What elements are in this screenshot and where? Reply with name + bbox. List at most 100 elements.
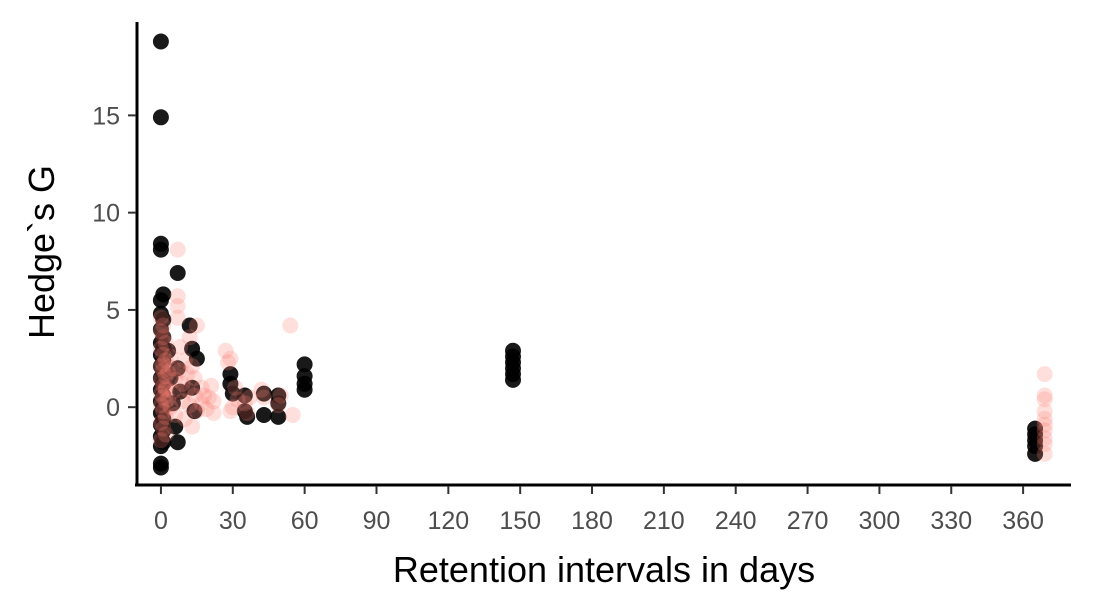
point-group_b-52 — [188, 317, 205, 334]
point-group_b-0 — [152, 309, 169, 326]
point-group_b-47 — [181, 397, 198, 414]
point-group_b-50 — [186, 370, 203, 386]
point-group_b-66 — [224, 399, 241, 416]
point-group_b-82 — [1036, 410, 1053, 427]
y-tick-label-15: 15 — [92, 102, 120, 130]
y-tick-label-10: 10 — [92, 200, 120, 228]
point-group_b-23 — [152, 432, 169, 449]
point-group_b-48 — [184, 358, 201, 375]
point-group_a-37 — [169, 360, 186, 377]
point-group_a-33 — [164, 395, 181, 412]
point-group_b-38 — [172, 338, 189, 355]
point-group_b-37 — [169, 309, 186, 326]
point-group_b-59 — [203, 377, 220, 394]
point-group_a-50 — [255, 385, 272, 402]
point-group_b-67 — [227, 379, 244, 396]
point-group_b-3 — [155, 329, 172, 346]
point-group_b-20 — [152, 414, 169, 431]
point-group_b-46 — [181, 329, 198, 346]
point-group_b-5 — [152, 340, 169, 357]
point-group_b-33 — [167, 407, 184, 423]
point-group_b-9 — [155, 362, 172, 379]
point-group_b-36 — [169, 298, 186, 314]
point-group_b-31 — [164, 383, 181, 400]
point-group_b-69 — [236, 395, 253, 412]
point-group_b-13 — [157, 381, 174, 398]
point-group_b-12 — [155, 377, 172, 394]
point-group_a-35 — [169, 434, 186, 451]
point-group_b-6 — [155, 346, 172, 363]
point-group_b-26 — [160, 391, 177, 408]
point-group_b-70 — [239, 405, 256, 421]
point-group_a-47 — [236, 387, 253, 404]
point-group_b-68 — [229, 391, 246, 408]
x-tick-label-0: 0 — [154, 507, 168, 535]
point-group_a-0 — [152, 33, 169, 50]
point-group_b-58 — [200, 389, 217, 406]
points-layer — [152, 33, 1053, 476]
x-tick-label-270: 270 — [787, 507, 829, 535]
point-group_a-64 — [505, 371, 521, 388]
point-group_b-72 — [253, 381, 270, 398]
point-group_b-60 — [205, 393, 222, 410]
point-group_b-49 — [184, 418, 201, 435]
point-group_b-85 — [1036, 430, 1053, 447]
point-group_b-18 — [155, 403, 172, 420]
point-group_b-86 — [1036, 436, 1053, 453]
point-group_b-77 — [284, 407, 301, 423]
point-group_b-35 — [169, 288, 186, 305]
point-group_b-27 — [160, 364, 177, 381]
point-group_b-17 — [152, 397, 169, 414]
point-group_b-64 — [222, 350, 239, 367]
point-group_a-42 — [186, 403, 203, 420]
point-group_b-2 — [152, 323, 169, 340]
x-tick-label-300: 300 — [859, 507, 901, 535]
point-group_b-80 — [1036, 391, 1053, 408]
point-group_a-31 — [160, 342, 177, 359]
y-axis-title: Hedge`s G — [21, 165, 62, 339]
point-group_a-55 — [296, 356, 313, 373]
point-group_a-38 — [172, 383, 189, 400]
x-tick-label-90: 90 — [363, 507, 391, 535]
point-group_a-3 — [152, 241, 169, 258]
point-group_a-5 — [152, 292, 169, 309]
point-group_a-1 — [152, 109, 169, 126]
point-group_a-49 — [239, 408, 256, 425]
point-group_a-34 — [167, 418, 184, 435]
point-group_b-84 — [1036, 422, 1053, 439]
point-group_b-42 — [176, 352, 193, 369]
point-group_b-61 — [205, 405, 222, 421]
point-group_b-43 — [176, 410, 193, 427]
point-group_b-54 — [193, 379, 210, 396]
point-group_a-41 — [184, 379, 201, 396]
point-group_b-75 — [272, 387, 289, 404]
x-tick-label-240: 240 — [715, 507, 757, 535]
point-group_b-11 — [152, 371, 169, 388]
point-group_b-65 — [222, 403, 239, 420]
point-group_b-32 — [167, 371, 184, 388]
point-group_a-51 — [255, 407, 272, 423]
point-group_a-58 — [296, 381, 313, 398]
point-group_b-29 — [162, 399, 179, 416]
point-group_b-4 — [157, 335, 174, 351]
point-group_a-69 — [1027, 445, 1044, 462]
x-tick-label-30: 30 — [219, 507, 247, 535]
point-group_b-81 — [1036, 403, 1053, 420]
x-tick-label-210: 210 — [643, 507, 685, 535]
point-group_b-63 — [220, 354, 236, 371]
point-group_b-16 — [157, 393, 174, 410]
point-group_b-8 — [152, 358, 169, 375]
y-tick-label-5: 5 — [106, 297, 120, 325]
point-group_b-28 — [162, 348, 179, 365]
point-group_b-40 — [174, 375, 191, 392]
point-group_b-62 — [217, 342, 234, 359]
point-group_a-36 — [169, 265, 186, 281]
point-group_a-39 — [181, 317, 198, 334]
point-group_b-51 — [186, 387, 203, 404]
point-group_b-14 — [152, 385, 169, 402]
x-tick-label-120: 120 — [427, 507, 469, 535]
point-group_b-24 — [155, 356, 172, 373]
point-group_b-21 — [155, 420, 172, 437]
y-tick-label-0: 0 — [106, 394, 120, 422]
